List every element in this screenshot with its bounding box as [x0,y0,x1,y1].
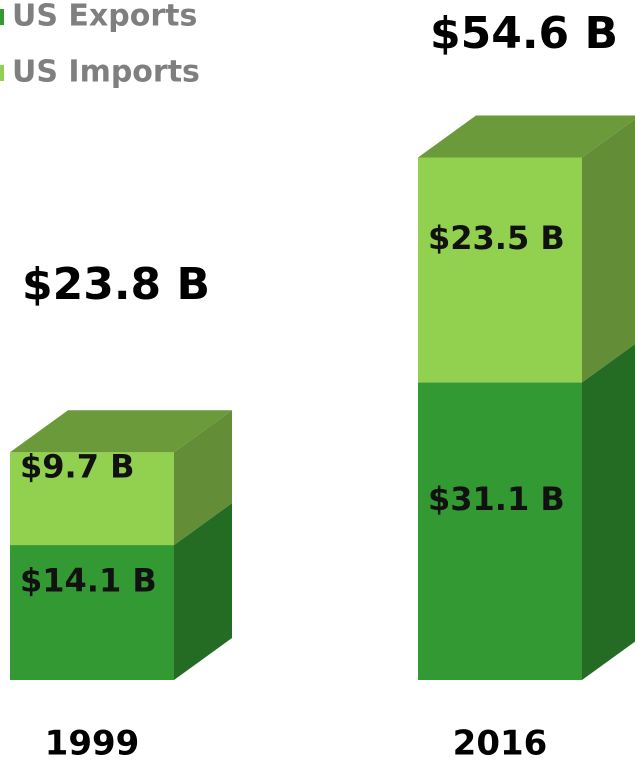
legend-label: US Exports [12,0,197,34]
bar-front [10,452,174,546]
bar-side [582,343,635,680]
value-label: $31.1 B [428,480,565,518]
bar-top [10,410,232,453]
value-label: $14.1 B [20,562,157,600]
bar-front [418,157,582,383]
bar-side [174,410,232,546]
legend-label: US Imports [12,55,200,90]
category-label: 2016 [453,724,548,763]
bar-top [418,115,635,158]
bar-front [418,382,582,680]
value-label: $23.5 B [428,219,565,257]
bar-side [174,503,232,680]
value-label: $9.7 B [20,448,134,486]
bar-side [582,119,635,383]
total-label: $23.8 B [22,259,210,310]
bar-front [10,545,174,680]
legend-swatch [0,65,4,81]
legend-swatch [0,9,4,25]
category-label: 1999 [45,724,140,763]
total-label: $54.6 B [430,8,618,59]
